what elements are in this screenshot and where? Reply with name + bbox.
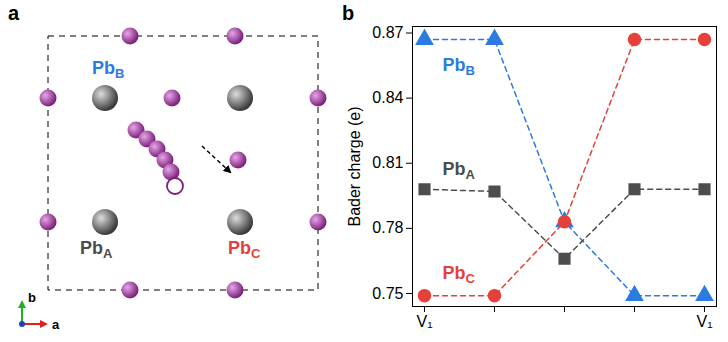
html-text:b: b: [342, 2, 355, 24]
svg-text:0.75: 0.75: [372, 285, 403, 302]
svg-text:V₁: V₁: [696, 313, 712, 330]
svg-text:0.78: 0.78: [372, 219, 403, 236]
svg-text:PbB: PbB: [92, 58, 124, 81]
svg-text:0.84: 0.84: [372, 89, 403, 106]
svg-text:PbA: PbA: [80, 238, 113, 261]
svg-text:Bader charge (e): Bader charge (e): [346, 106, 363, 226]
svg-text:PbB: PbB: [443, 55, 475, 78]
svg-text:V₁: V₁: [416, 313, 432, 330]
svg-text:PbC: PbC: [443, 263, 476, 286]
svg-text:PbC: PbC: [228, 238, 261, 261]
svg-text:a: a: [8, 2, 20, 24]
svg-text:b: b: [28, 290, 36, 305]
svg-text:a: a: [52, 317, 60, 332]
svg-text:PbA: PbA: [443, 159, 476, 182]
svg-text:0.81: 0.81: [372, 154, 403, 171]
svg-text:0.87: 0.87: [372, 24, 403, 41]
